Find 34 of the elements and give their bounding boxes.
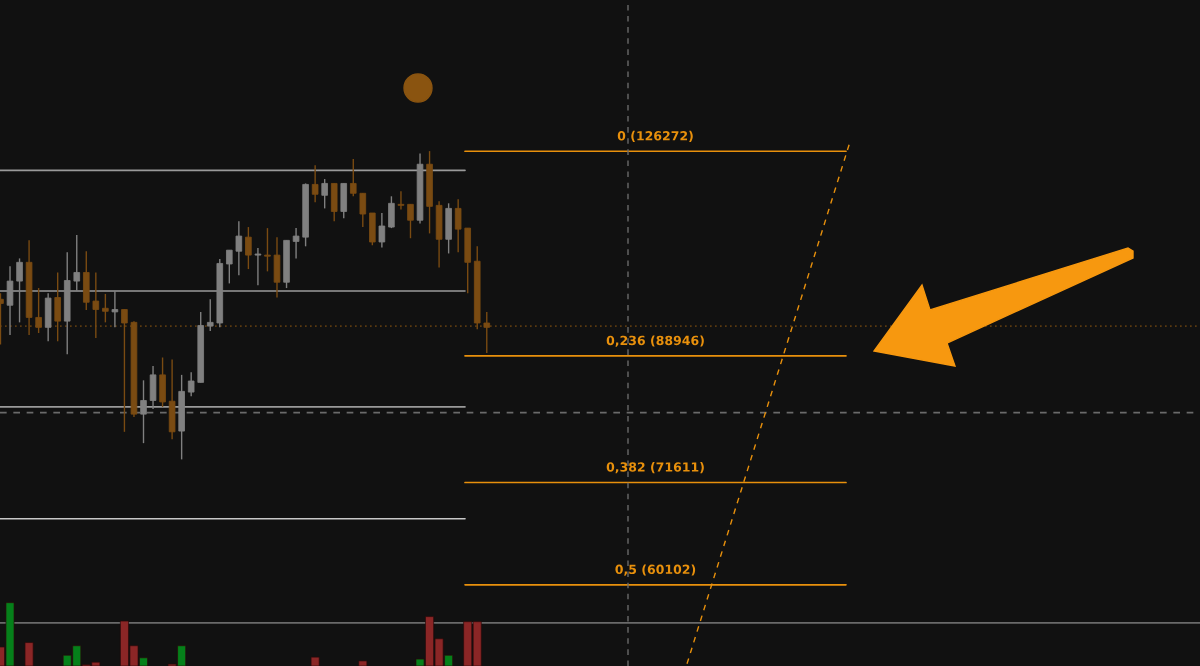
candlestick [311,164,319,204]
candlestick [378,212,386,249]
candlestick [407,203,414,239]
candlestick [454,198,462,254]
ref-line-label: 0,236 (88946) [606,335,704,347]
candlestick [321,178,328,210]
candlestick [350,158,357,197]
candlestick [92,271,100,339]
bar [24,642,34,666]
candlestick [483,311,491,354]
candlestick [264,227,271,273]
candlestick [245,226,252,270]
candlestick [206,298,214,332]
candlestick [292,227,300,260]
candlestick [73,234,81,292]
candlestick [235,220,243,277]
ref-line-label: 0,5 (60102) [615,564,696,576]
bar [358,660,368,666]
candlestick [187,371,195,397]
ref-line-label: 0,382 (71611) [606,462,704,474]
candlestick [388,195,395,229]
candlestick [397,190,405,211]
candlestick [359,192,367,228]
candlestick [254,247,262,286]
bar [310,656,320,666]
candlestick [54,271,61,342]
candlestick [35,287,42,334]
candlestick [102,293,109,324]
candlestick [226,249,233,285]
candlestick [121,308,128,433]
candlestick [140,379,147,444]
ref-line-label: 0 (126272) [617,130,693,142]
candlestick [111,290,119,329]
candlestick [16,257,23,324]
